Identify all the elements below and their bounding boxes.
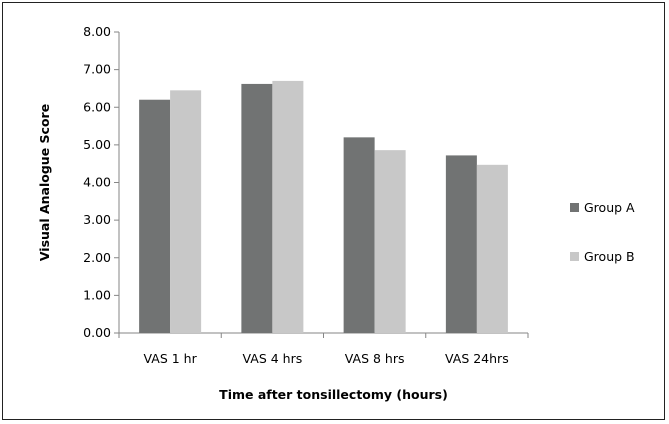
bar-group-b-1 <box>170 90 202 333</box>
x-axis-title: Time after tonsillectomy (hours) <box>219 387 448 402</box>
y-tick-label: 5.00 <box>83 137 111 152</box>
bar-group-a-2 <box>241 83 273 333</box>
x-tick-label: VAS 8 hrs <box>345 351 405 366</box>
bar-group-b-2 <box>272 80 304 333</box>
bar-group-b-4 <box>476 164 508 333</box>
y-tick-label: 2.00 <box>83 250 111 265</box>
y-tick-label: 1.00 <box>83 287 111 302</box>
legend-swatch-2 <box>570 252 579 261</box>
legend: Group A Group B <box>570 200 635 264</box>
y-tick-label: 8.00 <box>83 24 111 39</box>
x-tick-label: VAS 24hrs <box>445 351 509 366</box>
y-tick-label: 4.00 <box>83 175 111 190</box>
x-tick-label: VAS 1 hr <box>144 351 198 366</box>
y-axis: 0.00 1.00 2.00 3.00 4.00 5.00 6.00 7.00 8.00 <box>83 24 120 340</box>
chart-frame: 0.00 1.00 2.00 3.00 4.00 5.00 6.00 7.00 8.00 VAS… <box>2 2 665 420</box>
bar-group-a-3 <box>343 137 375 333</box>
y-axis-title: Visual Analogue Score <box>37 104 52 261</box>
y-tick-label: 0.00 <box>83 325 111 340</box>
bar-group-a-4 <box>445 155 477 333</box>
legend-label-2: Group B <box>584 249 635 264</box>
y-tick-label: 6.00 <box>83 99 111 114</box>
bar-chart: 0.00 1.00 2.00 3.00 4.00 5.00 6.00 7.00 8.00 VAS… <box>37 24 635 402</box>
bar-group-a-1 <box>139 99 171 333</box>
legend-label-1: Group A <box>584 200 635 215</box>
x-tick-label: VAS 4 hrs <box>243 351 303 366</box>
y-tick-label: 7.00 <box>83 62 111 77</box>
bar-group-b-3 <box>374 150 406 333</box>
bars <box>139 80 508 333</box>
y-tick-label: 3.00 <box>83 212 111 227</box>
legend-swatch-1 <box>570 203 579 212</box>
x-axis: VAS 1 hr VAS 4 hrs VAS 8 hrs VAS 24hrs <box>118 332 529 366</box>
